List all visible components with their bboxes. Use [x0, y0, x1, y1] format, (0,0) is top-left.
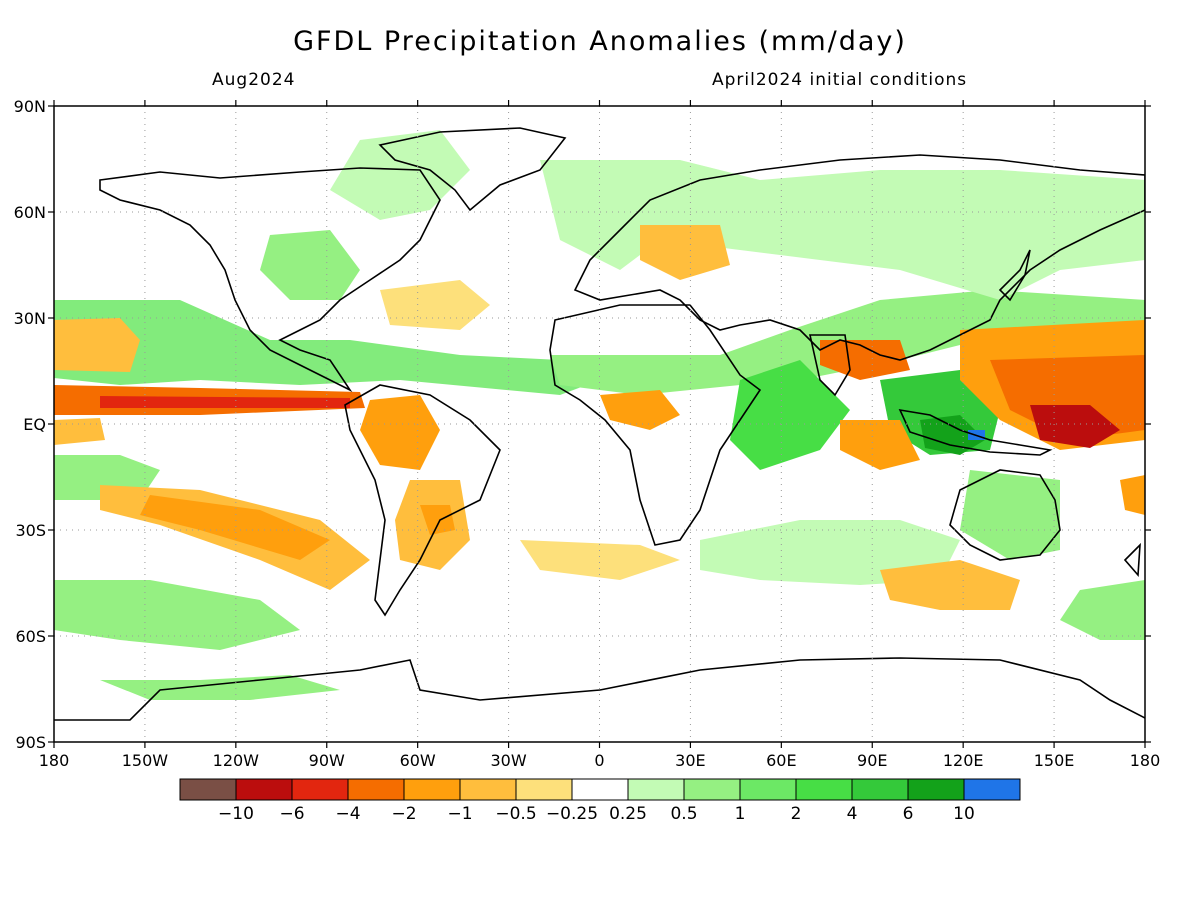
lon-label: 120W [213, 751, 260, 770]
lat-label: EQ [23, 415, 46, 434]
colorbar-label: 1 [735, 804, 746, 824]
anomaly-region [100, 396, 350, 408]
anomaly-region [640, 225, 730, 280]
africa-coast [549, 304, 762, 546]
latitude-labels: 90N 60N 30N EQ 30S 60S 90S [14, 97, 46, 752]
lat-label: 30S [15, 521, 46, 540]
colorbar-swatch [683, 778, 741, 801]
colorbar-label: −1 [447, 804, 472, 824]
anomaly-region [540, 160, 1145, 300]
colorbar-legend [179, 778, 1021, 801]
lon-label: 30E [675, 751, 705, 770]
lon-label: 90E [857, 751, 887, 770]
colorbar-label: −0.25 [546, 804, 598, 824]
anomaly-region [1060, 580, 1145, 640]
anomaly-region [260, 230, 360, 300]
anomaly-fields [54, 130, 1145, 700]
lon-label: 180 [39, 751, 70, 770]
anomaly-region [54, 318, 140, 372]
anomaly-region [100, 675, 340, 700]
colorbar-label: 10 [953, 804, 975, 824]
lon-label: 150W [122, 751, 169, 770]
anomaly-region [920, 415, 985, 455]
anomaly-region [880, 560, 1020, 610]
lon-label: 0 [594, 751, 604, 770]
colorbar-label: 2 [791, 804, 802, 824]
indonesia-coast [898, 408, 1053, 456]
gridlines [54, 106, 1145, 742]
colorbar-swatch [347, 778, 405, 801]
axis-ticks [48, 100, 1151, 748]
colorbar-label: 0.25 [609, 804, 647, 824]
colorbar-label: −2 [391, 804, 416, 824]
lat-label: 90S [15, 733, 46, 752]
colorbar-swatch [963, 778, 1021, 801]
colorbar-labels: −10 −6 −4 −2 −1 −0.5 −0.25 0.25 0.5 1 2 4 6 10 [218, 804, 975, 824]
anomaly-region [140, 495, 330, 560]
greenland-coast [378, 127, 567, 212]
antarctica-coast [54, 657, 1145, 721]
anomaly-region [820, 340, 910, 380]
colorbar-swatch [403, 778, 461, 801]
anomaly-region [520, 540, 680, 580]
eurasia-coast [573, 154, 1145, 361]
anomaly-region [960, 470, 1060, 560]
anomaly-region [730, 360, 850, 470]
india-coast [809, 334, 851, 397]
japan-coast [998, 249, 1031, 302]
colorbar-label: −4 [335, 804, 360, 824]
anomaly-region [1120, 475, 1145, 515]
colorbar-swatch [291, 778, 349, 801]
colorbar-swatch [851, 778, 909, 801]
colorbar-swatch [459, 778, 517, 801]
lon-label: 120E [943, 751, 984, 770]
lon-label: 60E [766, 751, 796, 770]
new-zealand-coast [1123, 542, 1141, 577]
colorbar-swatch [235, 778, 293, 801]
lon-label: 90W [309, 751, 345, 770]
colorbar-swatch [179, 778, 237, 801]
valid-month-label: Aug2024 [212, 70, 296, 90]
colorbar-swatch [627, 778, 685, 801]
lat-label: 90N [14, 97, 46, 116]
anomaly-region [1030, 405, 1120, 448]
anomaly-region [600, 390, 680, 430]
anomaly-region [330, 130, 470, 220]
colorbar-label: −10 [218, 804, 254, 824]
lon-label: 180 [1130, 751, 1161, 770]
colorbar-label: 4 [847, 804, 858, 824]
init-conditions-label: April2024 initial conditions [712, 70, 968, 90]
lat-label: 60S [15, 627, 46, 646]
lat-label: 30N [14, 309, 46, 328]
colorbar-label: 6 [903, 804, 914, 824]
colorbar-swatch [571, 778, 629, 801]
anomaly-region [380, 280, 490, 330]
anomaly-region [420, 505, 455, 535]
colorbar-label: −6 [279, 804, 304, 824]
lon-label: 150E [1034, 751, 1075, 770]
anomaly-region [54, 580, 300, 650]
colorbar-swatch [739, 778, 797, 801]
anomaly-region [54, 300, 600, 395]
lon-label: 60W [400, 751, 436, 770]
anomaly-region [840, 420, 920, 470]
colorbar-swatch [515, 778, 573, 801]
anomaly-region [360, 395, 440, 470]
map-title: GFDL Precipitation Anomalies (mm/day) [293, 26, 907, 57]
colorbar-label: 0.5 [670, 804, 697, 824]
anomaly-region [54, 418, 105, 445]
lat-label: 60N [14, 203, 46, 222]
north-america-coast [99, 167, 441, 393]
coastlines [54, 127, 1145, 721]
australia-coast [949, 469, 1061, 561]
lon-label: 30W [490, 751, 526, 770]
colorbar-label: −0.5 [495, 804, 536, 824]
longitude-labels: 180 150W 120W 90W 60W 30W 0 30E 60E 90E 120E 150E 18… [39, 751, 1161, 770]
south-america-coast [344, 384, 501, 617]
colorbar-swatch [795, 778, 853, 801]
colorbar-swatch [907, 778, 965, 801]
